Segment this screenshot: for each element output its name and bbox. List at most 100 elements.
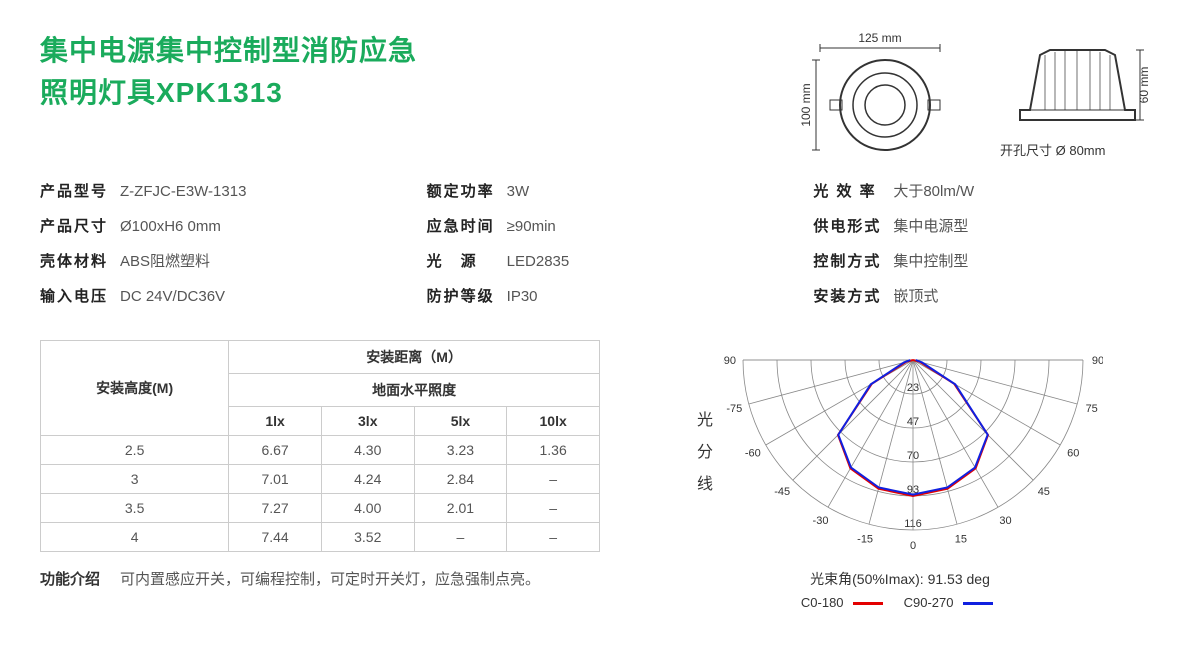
cell-height: 3	[41, 465, 229, 494]
dim-width-label: 125 mm	[858, 31, 901, 45]
cell-value: 4.24	[321, 465, 414, 494]
spec-label: 壳体材料	[40, 250, 120, 271]
spec-row: 额定功率3W	[427, 180, 774, 201]
th-dist: 安装距离（M）	[229, 341, 600, 374]
cell-height: 4	[41, 523, 229, 552]
polar-vert-2: 线	[697, 469, 713, 501]
cell-value: 4.30	[321, 436, 414, 465]
cell-value: 6.67	[229, 436, 322, 465]
spec-value: 大于80lm/W	[893, 180, 974, 201]
svg-text:90: 90	[1092, 355, 1103, 367]
cell-value: –	[414, 523, 507, 552]
dim-height-label: 100 mm	[800, 83, 813, 126]
spec-label: 额定功率	[427, 180, 507, 201]
polar-chart-block: 光 分 线 23477093116-90-75-60-45-30-1501530…	[640, 340, 1160, 610]
spec-row: 供电形式集中电源型	[813, 215, 1160, 236]
spec-value: ABS阻燃塑料	[120, 250, 210, 271]
cutout-label: 开孔尺寸 Ø 80mm	[1000, 140, 1160, 159]
spec-label: 供电形式	[813, 215, 893, 236]
dim-depth-label: 60 mm	[1137, 67, 1151, 104]
cell-value: 7.01	[229, 465, 322, 494]
spec-row: 产品型号Z-ZFJC-E3W-1313	[40, 180, 387, 201]
table-row: 47.443.52––	[41, 523, 600, 552]
spec-value: ≥90min	[507, 218, 556, 235]
spec-row: 应急时间≥90min	[427, 215, 774, 236]
table-row: 2.56.674.303.231.36	[41, 436, 600, 465]
dimension-diagrams: 125 mm 100 mm 60 mm	[640, 30, 1160, 160]
spec-value: 集中电源型	[893, 215, 968, 236]
title-block: 集中电源集中控制型消防应急 照明灯具XPK1313	[40, 30, 640, 114]
cell-value: –	[507, 494, 600, 523]
svg-text:30: 30	[999, 515, 1011, 527]
cell-value: –	[507, 465, 600, 494]
spec-label: 输入电压	[40, 285, 120, 306]
spec-label: 应急时间	[427, 215, 507, 236]
spec-label: 光 源	[427, 250, 507, 271]
table-row: 3.57.274.002.01–	[41, 494, 600, 523]
svg-text:45: 45	[1038, 486, 1050, 498]
svg-text:-75: -75	[726, 403, 742, 415]
specs-grid: 产品型号Z-ZFJC-E3W-1313产品尺寸Ø100xH6 0mm壳体材料AB…	[40, 180, 1160, 320]
th-lux: 1lx	[229, 407, 322, 436]
spec-value: 嵌顶式	[893, 285, 938, 306]
install-table: 安装高度(M) 安装距离（M） 地面水平照度 1lx3lx5lx10lx 2.5…	[40, 340, 600, 552]
legend-c90-label: C90-270	[904, 595, 954, 610]
svg-text:75: 75	[1086, 403, 1098, 415]
svg-text:-90: -90	[723, 355, 736, 367]
polar-chart: 23477093116-90-75-60-45-30-1501530456075…	[723, 340, 1103, 560]
cell-value: 7.44	[229, 523, 322, 552]
spec-row: 输入电压DC 24V/DC36V	[40, 285, 387, 306]
th-lux: 3lx	[321, 407, 414, 436]
spec-value: 3W	[507, 183, 530, 200]
svg-text:-60: -60	[745, 448, 761, 460]
th-lux: 5lx	[414, 407, 507, 436]
svg-text:0: 0	[910, 540, 916, 552]
spec-label: 产品型号	[40, 180, 120, 201]
spec-label: 控制方式	[813, 250, 893, 271]
spec-row: 控制方式集中控制型	[813, 250, 1160, 271]
cell-value: 1.36	[507, 436, 600, 465]
th-lux: 10lx	[507, 407, 600, 436]
spec-value: IP30	[507, 288, 538, 305]
cell-value: 4.00	[321, 494, 414, 523]
table-row: 37.014.242.84–	[41, 465, 600, 494]
spec-label: 光 效 率	[813, 180, 893, 201]
cell-height: 2.5	[41, 436, 229, 465]
cell-value: –	[507, 523, 600, 552]
polar-vert-0: 光	[697, 405, 713, 437]
legend-c0-swatch	[853, 602, 883, 605]
title-line1: 集中电源集中控制型消防应急	[40, 35, 417, 66]
func-label: 功能介绍	[40, 568, 120, 592]
spec-row: 安装方式嵌顶式	[813, 285, 1160, 306]
spec-row: 防护等级IP30	[427, 285, 774, 306]
spec-value: LED2835	[507, 253, 570, 270]
spec-value: DC 24V/DC36V	[120, 288, 225, 305]
polar-legend: C0-180 C90-270	[640, 595, 1160, 610]
spec-value: Ø100xH6 0mm	[120, 218, 221, 235]
legend-c90-swatch	[963, 602, 993, 605]
spec-label: 安装方式	[813, 285, 893, 306]
spec-row: 光 源LED2835	[427, 250, 774, 271]
func-text: 可内置感应开关，可编程控制，可定时开关灯，应急强制点亮。	[120, 568, 540, 592]
title-line2: 照明灯具XPK1313	[40, 77, 283, 108]
topview-diagram: 125 mm 100 mm	[800, 30, 960, 160]
svg-text:-30: -30	[813, 515, 829, 527]
svg-text:-45: -45	[774, 486, 790, 498]
svg-text:-15: -15	[857, 534, 873, 546]
sideview-diagram: 60 mm	[1000, 30, 1160, 140]
legend-c0-label: C0-180	[801, 595, 844, 610]
svg-text:15: 15	[955, 534, 967, 546]
polar-vert-1: 分	[697, 437, 713, 469]
cell-value: 2.01	[414, 494, 507, 523]
spec-label: 产品尺寸	[40, 215, 120, 236]
spec-row: 壳体材料ABS阻燃塑料	[40, 250, 387, 271]
cell-value: 2.84	[414, 465, 507, 494]
th-illum: 地面水平照度	[229, 374, 600, 407]
cell-value: 7.27	[229, 494, 322, 523]
cell-value: 3.52	[321, 523, 414, 552]
cell-height: 3.5	[41, 494, 229, 523]
spec-label: 防护等级	[427, 285, 507, 306]
spec-value: 集中控制型	[893, 250, 968, 271]
th-height: 安装高度(M)	[41, 341, 229, 436]
spec-row: 产品尺寸Ø100xH6 0mm	[40, 215, 387, 236]
